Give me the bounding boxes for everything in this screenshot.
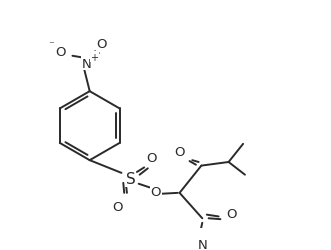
Text: O: O — [146, 151, 157, 164]
Text: +: + — [90, 52, 98, 62]
Text: O: O — [55, 46, 66, 59]
Text: O: O — [226, 208, 237, 220]
Text: O: O — [113, 200, 123, 213]
Text: N: N — [197, 238, 207, 250]
Text: ⁻: ⁻ — [49, 40, 55, 50]
Text: S: S — [126, 171, 135, 186]
Text: O: O — [174, 145, 185, 158]
Text: O: O — [96, 38, 107, 51]
Text: N: N — [82, 57, 92, 70]
Text: O: O — [151, 186, 161, 199]
